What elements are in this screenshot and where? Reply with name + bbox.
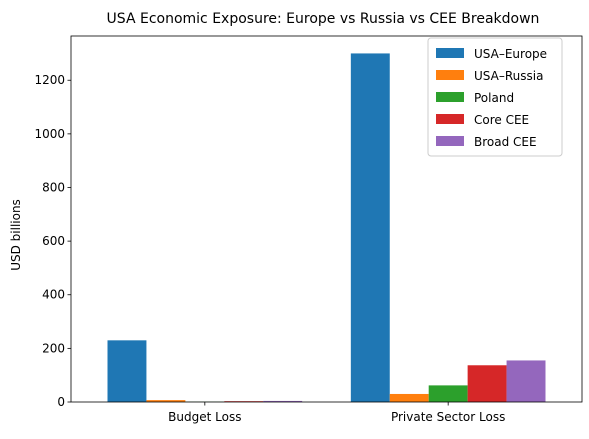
legend-label: USA–Russia [474, 69, 543, 83]
y-tick-label: 400 [42, 288, 65, 302]
x-tick-label: Private Sector Loss [391, 410, 505, 424]
legend-label: Poland [474, 91, 514, 105]
bar-usa-europe-1 [351, 53, 390, 402]
chart-title: USA Economic Exposure: Europe vs Russia … [107, 11, 540, 27]
bar-poland-1 [429, 385, 468, 402]
legend-label: Broad CEE [474, 135, 537, 149]
legend-swatch [436, 114, 464, 124]
legend-swatch [436, 48, 464, 58]
bar-broad-cee-1 [507, 360, 546, 402]
legend-swatch [436, 70, 464, 80]
bar-core-cee-1 [468, 365, 507, 402]
legend-label: Core CEE [474, 113, 529, 127]
x-tick-label: Budget Loss [168, 410, 241, 424]
legend-label: USA–Europe [474, 47, 547, 61]
legend: USA–Europe USA–Russia Poland Core CEE Broad … [428, 38, 562, 156]
legend-swatch [436, 136, 464, 146]
legend-swatch [436, 92, 464, 102]
y-axis-label: USD billions [9, 199, 23, 271]
y-tick-label: 1000 [34, 127, 65, 141]
y-tick-label: 800 [42, 180, 65, 194]
y-tick-label: 1200 [34, 73, 65, 87]
bar-usa-russia-1 [390, 394, 429, 402]
y-tick-label: 200 [42, 341, 65, 355]
y-tick-label: 0 [57, 395, 65, 409]
bar-usa-europe-0 [108, 340, 147, 402]
y-tick-label: 600 [42, 234, 65, 248]
